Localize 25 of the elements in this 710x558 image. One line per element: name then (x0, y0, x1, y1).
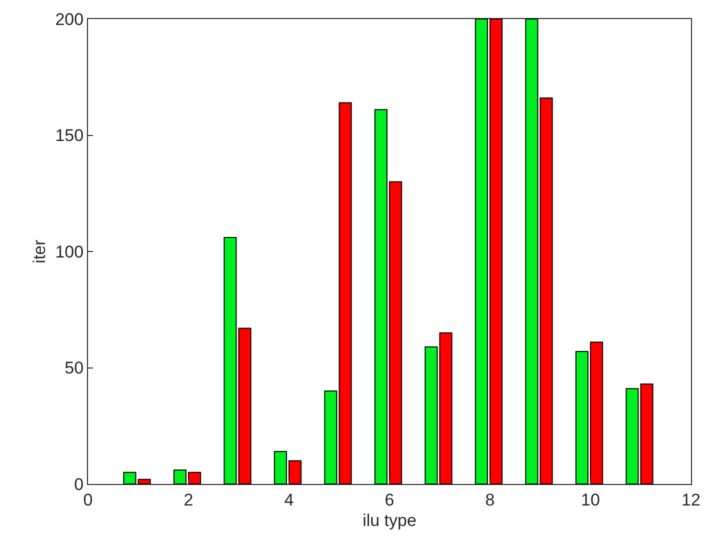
x-tick-label: 10 (581, 490, 600, 510)
x-tick-label: 2 (184, 490, 194, 510)
bar (424, 346, 438, 484)
y-axis-title: iter (30, 239, 49, 264)
bar (338, 102, 352, 484)
y-tick-label: 50 (64, 358, 84, 378)
bar (540, 98, 553, 484)
y-tick-label: 0 (74, 474, 84, 494)
bar (123, 472, 136, 484)
x-tick-label: 6 (384, 490, 394, 510)
bar (525, 19, 538, 484)
bar (138, 478, 151, 484)
bar (224, 237, 237, 484)
x-tick-label: 8 (485, 490, 495, 510)
y-tick-label: 150 (55, 126, 84, 146)
x-axis-title: ilu type (362, 510, 416, 530)
bar (324, 390, 338, 484)
y-tick-label: 200 (55, 10, 84, 29)
bar (238, 328, 252, 484)
y-tick-label: 100 (55, 242, 84, 262)
bar (439, 332, 452, 484)
x-tick-label: 12 (682, 490, 700, 510)
bar (626, 388, 639, 484)
bar (640, 384, 654, 484)
x-tick-label: 4 (284, 490, 294, 510)
